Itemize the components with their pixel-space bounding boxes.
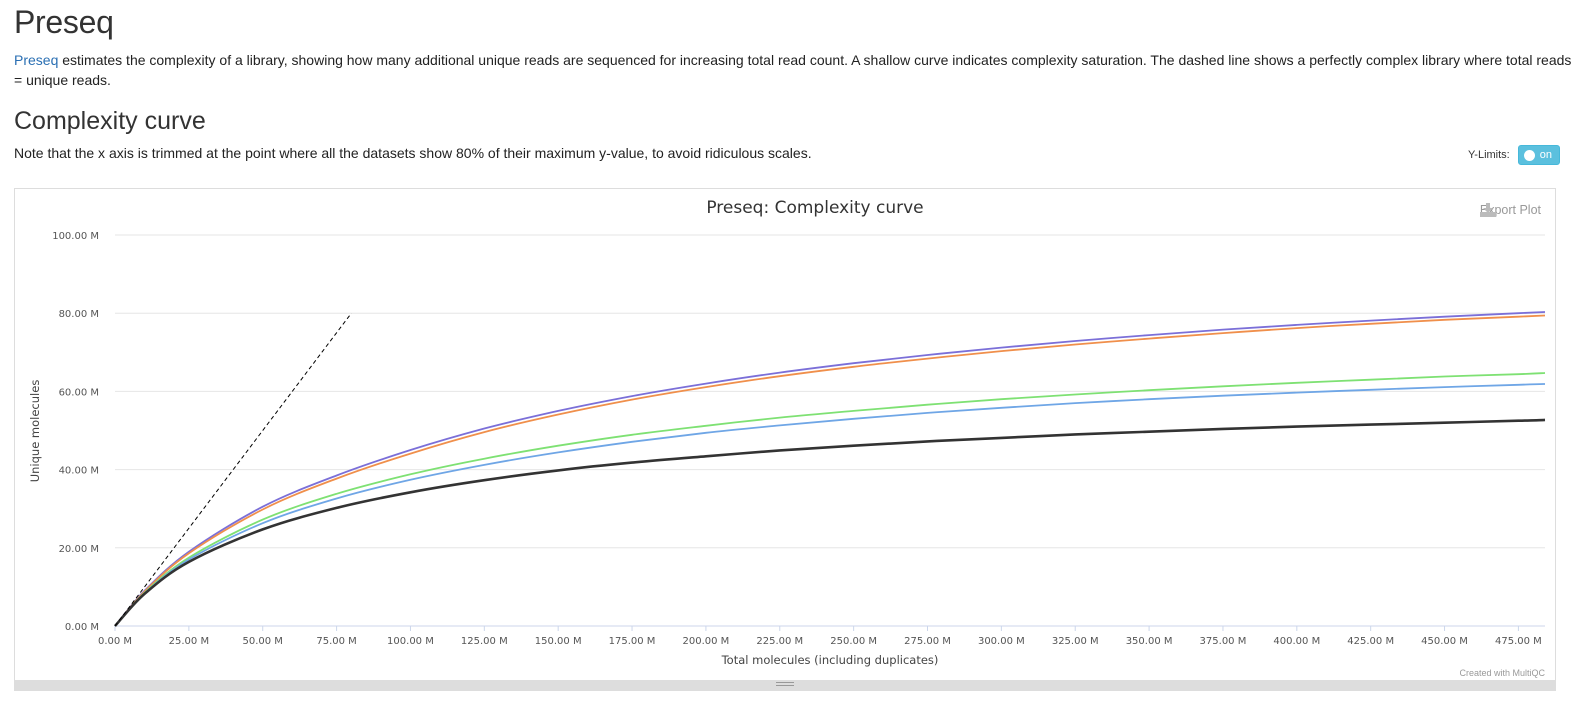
- intro-text: Preseq estimates the complexity of a lib…: [14, 50, 1574, 90]
- y-axis-label: Unique molecules: [28, 380, 42, 483]
- preseq-link[interactable]: Preseq: [14, 52, 59, 68]
- x-tick-label: 125.00 M: [461, 636, 508, 647]
- y-limits-toggle-label: on: [1539, 149, 1552, 161]
- x-tick-label: 325.00 M: [1052, 636, 1099, 647]
- perfect-library-reference-line: [114, 312, 352, 627]
- export-plot-button[interactable]: Export Plot: [1479, 203, 1541, 217]
- x-tick-label: 0.00 M: [98, 636, 132, 647]
- series-line-4[interactable]: [114, 383, 1546, 627]
- grip-icon: [776, 682, 794, 686]
- y-limits-label: Y-Limits:: [1467, 149, 1510, 161]
- y-tick-label: 40.00 M: [59, 466, 99, 477]
- x-tick-label: 100.00 M: [387, 636, 434, 647]
- x-tick-label: 200.00 M: [683, 636, 730, 647]
- y-limits-control: Y-Limits: on: [1468, 145, 1560, 165]
- y-tick-label: 60.00 M: [59, 387, 99, 398]
- x-tick-label: 250.00 M: [830, 636, 877, 647]
- series-line-5[interactable]: [114, 418, 1546, 627]
- series-line-2[interactable]: [114, 314, 1546, 627]
- x-tick-label: 50.00 M: [243, 636, 283, 647]
- page-title: Preseq: [14, 4, 114, 40]
- section-title: Complexity curve: [14, 107, 206, 135]
- x-tick-label: 175.00 M: [609, 636, 656, 647]
- x-tick-label: 375.00 M: [1200, 636, 1247, 647]
- y-limits-toggle[interactable]: on: [1517, 145, 1560, 165]
- multiqc-credit: Created with MultiQC: [1459, 668, 1545, 678]
- x-tick-label: 75.00 M: [316, 636, 356, 647]
- axis-trim-note: Note that the x axis is trimmed at the p…: [14, 145, 812, 161]
- x-tick-label: 400.00 M: [1273, 636, 1320, 647]
- y-tick-label: 20.00 M: [59, 544, 99, 555]
- y-tick-label: 0.00 M: [65, 622, 99, 633]
- plot-container: 0.00 M 20.00 M 40.00 M 60.00 M 80.00 M 100.00…: [14, 188, 1556, 691]
- x-tick-label: 350.00 M: [1126, 636, 1173, 647]
- download-icon: [1479, 203, 1496, 217]
- y-tick-label: 80.00 M: [59, 309, 99, 320]
- x-tick-label: 225.00 M: [756, 636, 803, 647]
- toggle-knob-icon: [1523, 149, 1535, 161]
- x-tick-label: 475.00 M: [1495, 636, 1542, 647]
- x-tick-label: 425.00 M: [1347, 636, 1394, 647]
- complexity-chart[interactable]: 0.00 M 20.00 M 40.00 M 60.00 M 80.00 M 100.00…: [15, 189, 1555, 682]
- x-tick-label: 300.00 M: [978, 636, 1025, 647]
- series-line-3[interactable]: [114, 372, 1546, 627]
- plot-resize-handle[interactable]: [15, 680, 1555, 690]
- y-tick-label: 100.00 M: [52, 231, 99, 242]
- x-axis-label: Total molecules (including duplicates): [721, 653, 939, 667]
- series-line-1[interactable]: [114, 311, 1546, 627]
- chart-title: Preseq: Complexity curve: [706, 198, 923, 218]
- intro-description: estimates the complexity of a library, s…: [14, 52, 1572, 88]
- x-tick-label: 450.00 M: [1421, 636, 1468, 647]
- x-tick-label: 275.00 M: [904, 636, 951, 647]
- x-tick-label: 150.00 M: [535, 636, 582, 647]
- x-tick-label: 25.00 M: [169, 636, 209, 647]
